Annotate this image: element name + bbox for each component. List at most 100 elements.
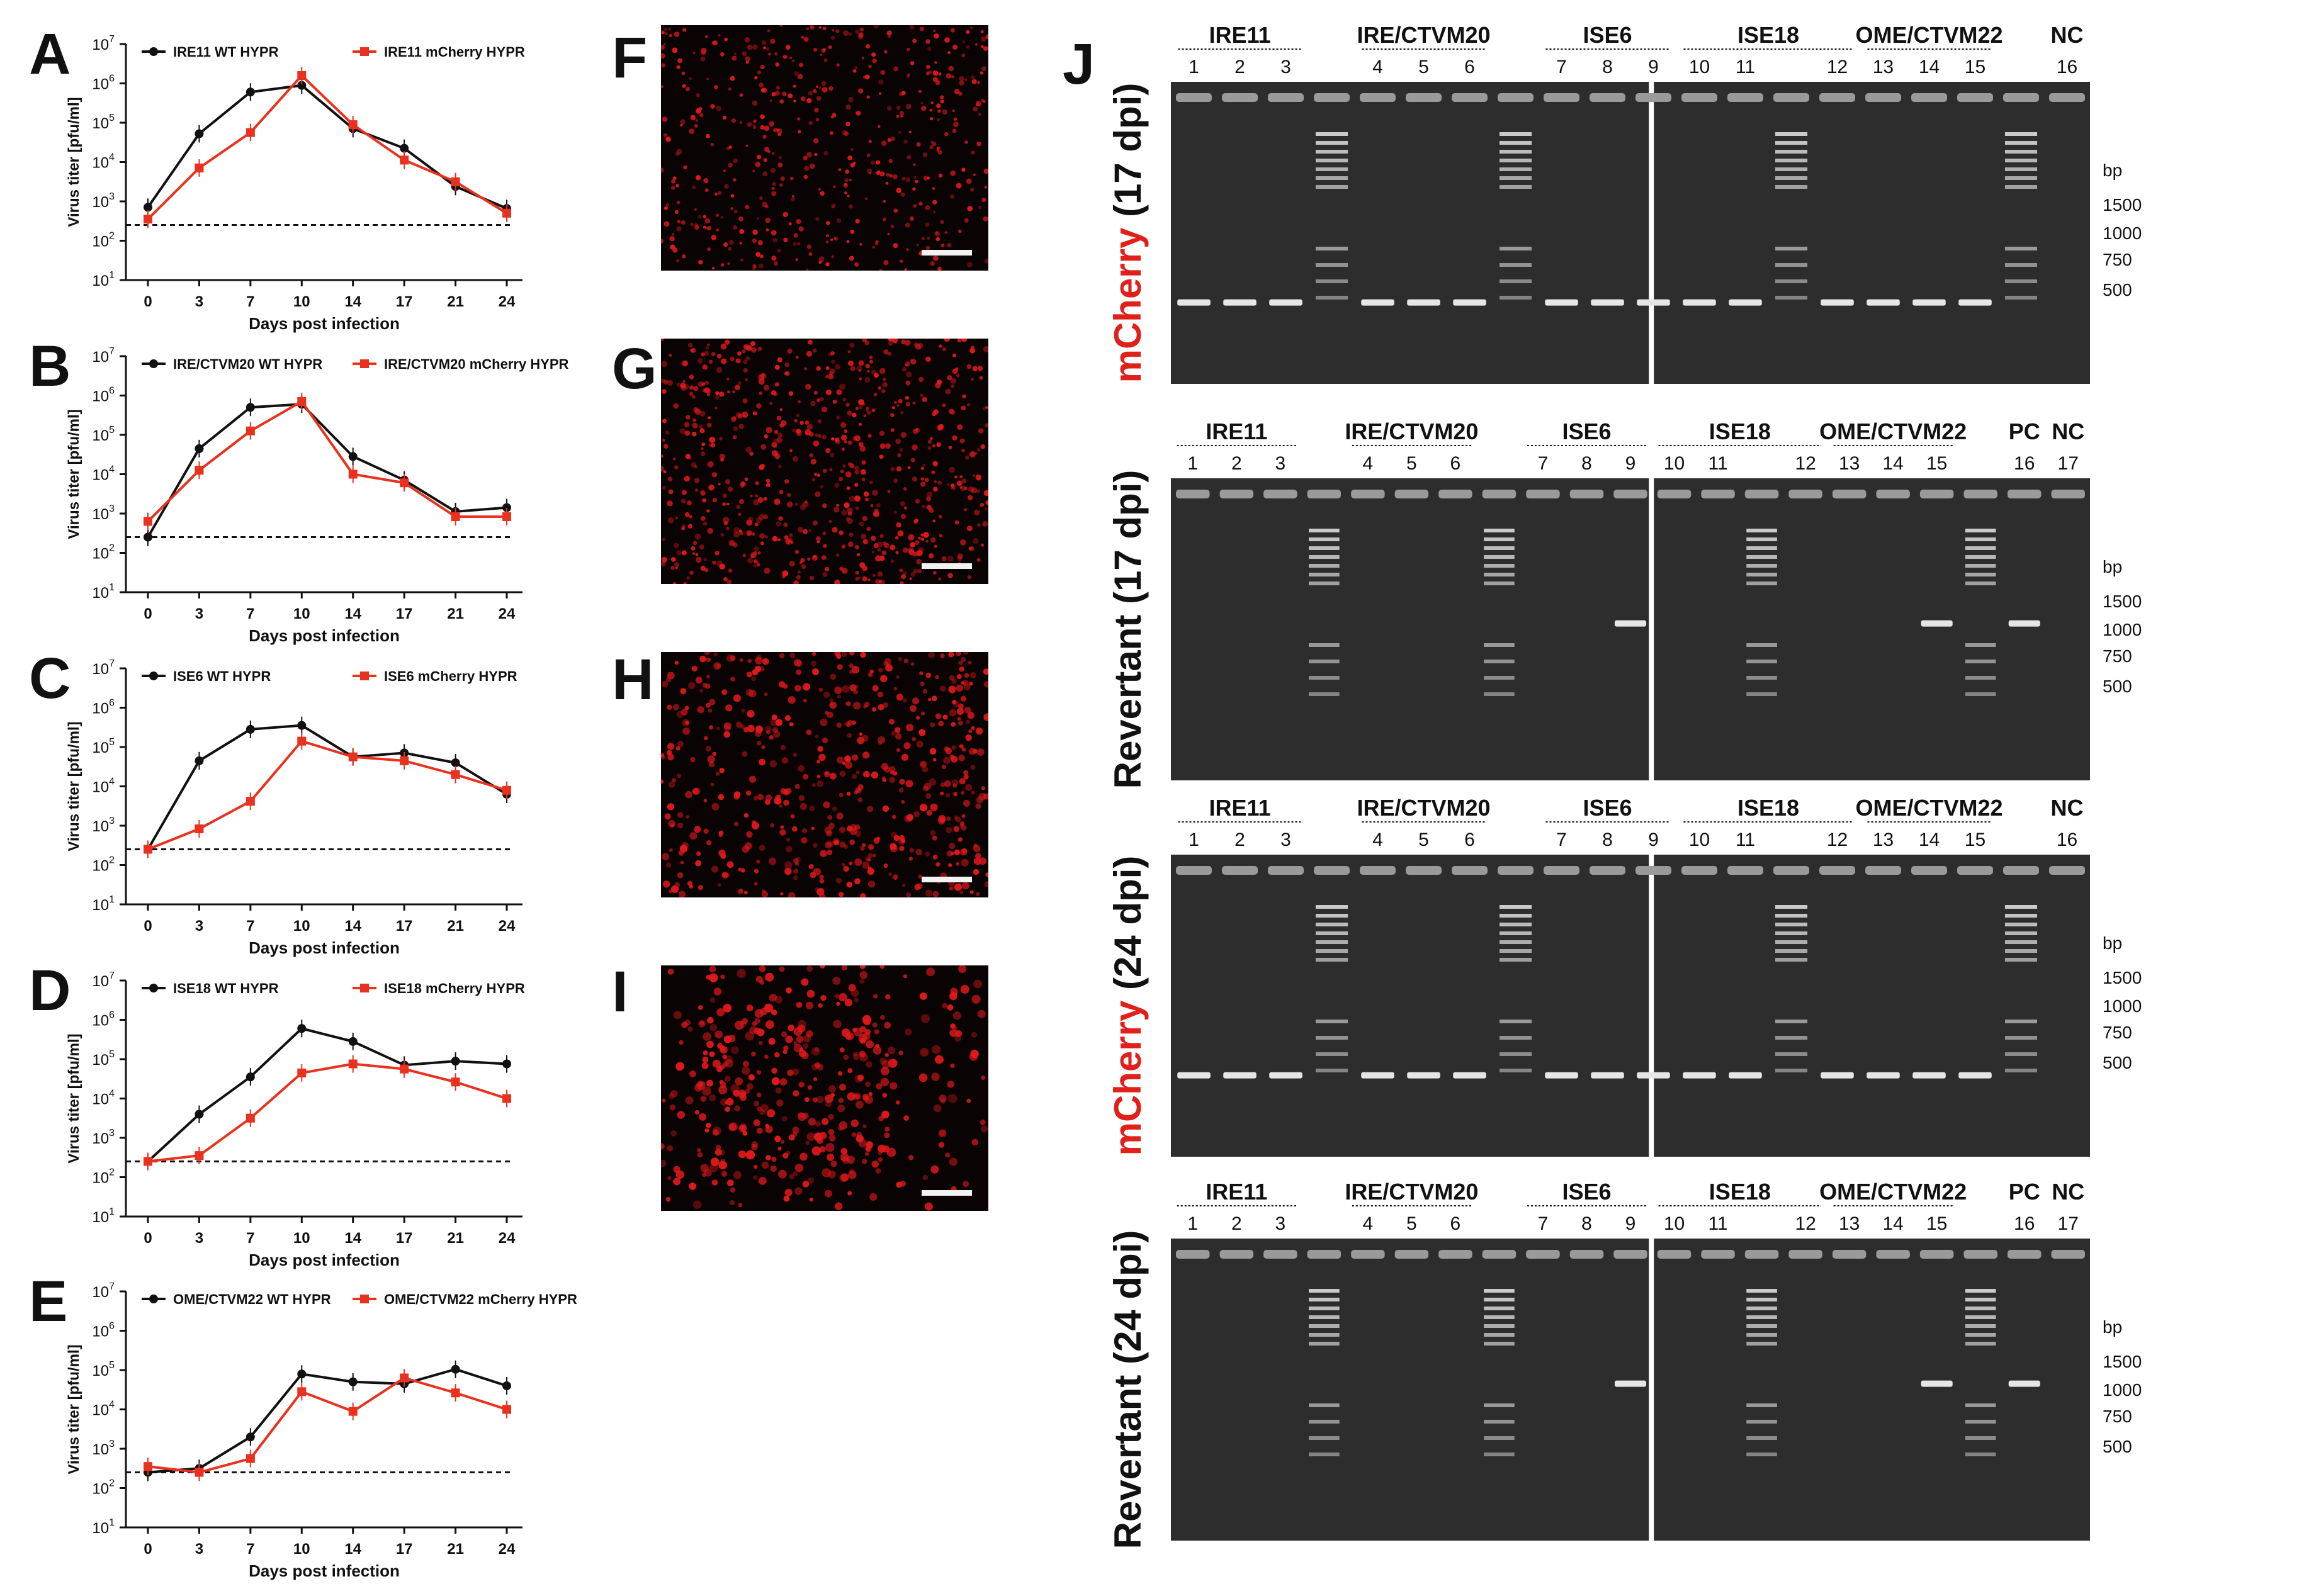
ladder-band [1499, 1069, 1532, 1072]
gel-well [1360, 866, 1396, 875]
cell-spot [753, 119, 757, 123]
cell-spot [736, 721, 742, 728]
data-point [451, 1364, 460, 1374]
cell-spot [893, 835, 900, 841]
cell-spot [919, 992, 927, 1000]
cell-spot [897, 530, 904, 537]
cell-spot [932, 855, 938, 860]
cell-spot [858, 405, 863, 410]
cell-spot [716, 1144, 721, 1150]
cell-spot [668, 820, 675, 828]
cell-spot [820, 485, 823, 489]
cell-spot [807, 557, 811, 561]
cell-spot [968, 660, 972, 665]
data-point [451, 1077, 460, 1087]
cell-spot [692, 788, 699, 795]
lane-number: 4 [1372, 829, 1383, 850]
cell-spot [756, 403, 762, 409]
cell-spot [948, 65, 954, 72]
cell-spot [753, 1175, 758, 1180]
lane-number: 6 [1450, 453, 1461, 474]
cell-spot [797, 570, 801, 574]
cell-spot [867, 153, 871, 157]
cell-spot [980, 444, 985, 449]
x-tick-label: 3 [195, 605, 203, 622]
cell-spot [815, 1121, 821, 1127]
cell-spot [718, 34, 721, 37]
cell-spot [709, 973, 718, 982]
cell-spot [980, 30, 984, 33]
x-tick-label: 17 [396, 1230, 413, 1247]
cell-spot [910, 571, 915, 577]
cell-spot [782, 570, 789, 577]
lane-number: 8 [1581, 1213, 1592, 1234]
cell-spot [883, 200, 886, 203]
cell-spot [812, 554, 818, 561]
lane-number: 8 [1581, 453, 1592, 474]
x-tick-label: 14 [344, 1541, 361, 1558]
data-point [246, 426, 255, 436]
cell-spot [920, 101, 924, 104]
x-tick-label: 21 [447, 1541, 464, 1558]
sample-band [1269, 299, 1302, 306]
cell-spot [812, 520, 818, 525]
cell-spot [813, 440, 820, 447]
cell-spot [759, 254, 764, 259]
cell-spot [811, 826, 815, 831]
cell-spot [757, 240, 763, 245]
gel-well [1788, 490, 1822, 498]
cell-spot [705, 35, 708, 38]
lane-number: 4 [1363, 1213, 1374, 1234]
legend-marker [360, 1295, 369, 1303]
cell-spot [681, 71, 686, 76]
cell-spot [895, 439, 901, 444]
cell-spot [801, 837, 808, 844]
cell-spot [854, 878, 861, 885]
cell-spot [720, 1149, 726, 1155]
cell-spot [842, 761, 846, 765]
cell-spot [896, 466, 902, 472]
cell-spot [847, 155, 852, 160]
cell-spot [854, 790, 858, 795]
panel-letter-c: C [29, 646, 71, 711]
bp-label: bp [2103, 160, 2122, 180]
cell-spot [967, 403, 971, 407]
cell-spot [752, 411, 757, 416]
cell-spot [794, 784, 800, 789]
cell-spot [686, 415, 691, 420]
cell-spot [949, 675, 955, 681]
cell-spot [788, 696, 796, 704]
sample-band [1867, 299, 1900, 306]
ladder-band [1484, 1289, 1515, 1293]
cell-spot [668, 517, 674, 524]
cell-spot [813, 89, 817, 93]
cell-spot [844, 178, 849, 183]
cell-spot [851, 720, 857, 725]
cell-spot [675, 1064, 683, 1071]
cell-spot [878, 580, 882, 583]
cell-spot [842, 568, 848, 574]
cell-spot [930, 117, 934, 121]
cell-spot [844, 755, 851, 762]
cell-spot [846, 882, 852, 888]
cell-spot [706, 393, 711, 396]
cell-spot [762, 658, 769, 665]
gel-well [1452, 866, 1488, 875]
gel-revertant-17dpi: Revertant (17 dpi)1 2 3 4 5 6 7 8 9 10 11 12 13 14 15 1… [1107, 419, 2142, 789]
ladder-band [1499, 940, 1532, 944]
cell-spot [877, 691, 884, 698]
cell-spot [765, 726, 772, 733]
cell-spot [754, 76, 758, 80]
cell-spot [873, 25, 879, 29]
ladder-band [1484, 1315, 1515, 1319]
cell-spot [825, 1094, 833, 1103]
cell-spot [774, 498, 781, 505]
cell-spot [855, 570, 859, 575]
cell-spot [893, 478, 898, 483]
cell-spot [661, 63, 665, 68]
cell-spot [737, 889, 743, 895]
group-label: IRE11 [1209, 22, 1270, 48]
cell-spot [777, 162, 783, 167]
cell-spot [733, 1171, 742, 1179]
